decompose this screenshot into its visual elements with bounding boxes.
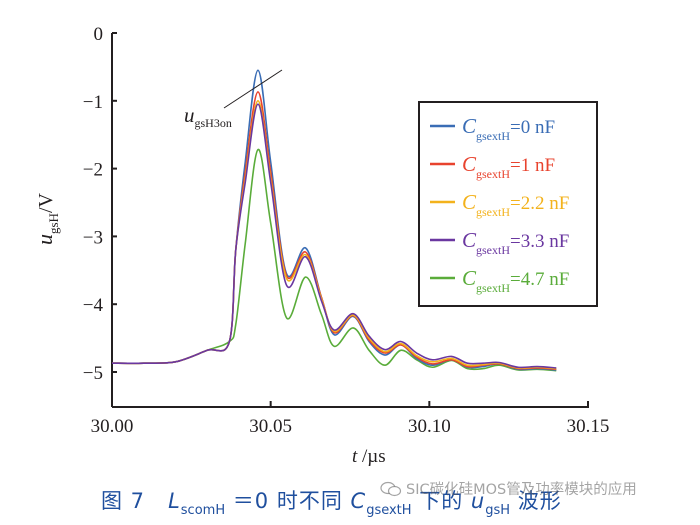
caption-C: C [350, 489, 367, 513]
peak-annotation: ugsH3on [184, 69, 283, 130]
caption-eq: ＝0 时不同 [232, 489, 351, 513]
y-tick-label: −5 [83, 363, 103, 384]
legend-item: CgsextH=1 nF [462, 152, 555, 181]
caption-u-sub: gsH [485, 503, 511, 518]
x-tick-label: 30.00 [91, 416, 134, 437]
caption-u: u [470, 489, 486, 513]
y-tick-label: −2 [83, 160, 103, 181]
y-tick-label: −4 [83, 295, 104, 316]
data-series [111, 69, 557, 372]
series-line [111, 148, 557, 372]
legend-item: CgsextH=0 nF [462, 114, 555, 143]
y-tick-label: −1 [83, 92, 103, 113]
y-axis: 0 −1 −2 −3 −4 −5 [83, 24, 117, 407]
legend-item: CgsextH=3.3 nF [462, 228, 569, 257]
watermark: SIC碳化硅MOS管及功率模块的应用 [380, 478, 637, 499]
line-chart: 0−1−2−3−4−5 30.00 30.05 30.10 30.15 ugsH/V … [32, 24, 610, 467]
caption-L: L [168, 489, 181, 513]
legend-item: CgsextH=2.2 nF [462, 190, 569, 219]
legend: CgsextH=0 nF CgsextH=1 nF CgsextH=2.2 nF Cg… [418, 101, 598, 307]
caption-end: 波形 [510, 489, 562, 513]
y-axis-title: ugsH/V [32, 192, 61, 245]
x-axis: 30.00 30.05 30.10 30.15 [91, 401, 610, 437]
svg-text:ugsH3on: ugsH3on [184, 103, 232, 130]
series-line [111, 103, 557, 369]
caption-L-sub: scomH [180, 503, 226, 518]
y-tick-label: −3 [83, 227, 103, 248]
x-axis-title: t /µs [352, 446, 386, 467]
caption-C-sub: gsextH [366, 503, 412, 518]
figure-caption: 图 7 LscomH ＝0 时不同 CgsextH 下的 ugsH 波形 [101, 485, 562, 518]
x-tick-label: 30.15 [567, 416, 610, 437]
x-tick-label: 30.05 [249, 416, 292, 437]
wechat-icon [380, 481, 402, 496]
watermark-text: SIC碳化硅MOS管及功率模块的应用 [406, 482, 637, 498]
caption-fig-number: 图 7 [101, 489, 146, 513]
legend-item: CgsextH=4.7 nF [462, 266, 569, 295]
y-tick-label: 0 [94, 24, 104, 45]
x-tick-label: 30.10 [408, 416, 451, 437]
caption-mid: 下的 [411, 489, 471, 513]
